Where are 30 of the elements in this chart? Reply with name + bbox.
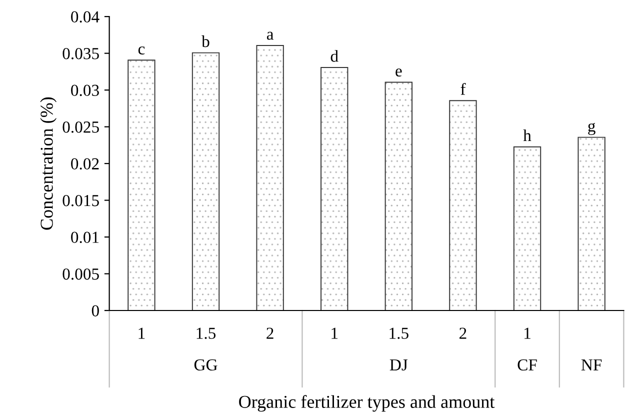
y-tick-label: 0.03 (71, 84, 99, 96)
data-label: a (266, 32, 274, 40)
data-label: g (588, 122, 596, 136)
x-tick-label: 1.5 (390, 328, 408, 339)
y-tick-label: 0.025 (62, 121, 99, 133)
y-tick-label: 0.005 (62, 268, 99, 280)
x-tick-label: 2 (266, 328, 274, 339)
x-tick-label: 1 (524, 328, 530, 339)
text: DJ (390, 359, 408, 371)
y-tick-label: 0.02 (71, 158, 99, 170)
x-tick-label: 1 (138, 328, 145, 339)
x-axis-title: Organic fertilizer types and amount (239, 395, 495, 412)
data-label: b (202, 35, 210, 48)
data-label: c (138, 46, 145, 54)
text: GG (194, 359, 218, 371)
y-tick-label: 0.04 (71, 11, 100, 23)
x-tick-label: 1.5 (196, 328, 216, 339)
y-axis-title: Concentration (%) (40, 97, 57, 230)
y-tick-label: 0 (92, 305, 99, 316)
x-tick-label: 1 (332, 328, 338, 339)
data-label: e (396, 68, 402, 77)
y-tick-label: 0.035 (62, 48, 99, 60)
y-tick-label: 0.015 (62, 194, 99, 206)
data-label: d (330, 50, 338, 62)
x-tick-label: 2 (460, 328, 466, 339)
data-label: f (460, 83, 466, 95)
y-tick-label: 0.01 (71, 232, 99, 244)
text: NF (581, 359, 602, 370)
text: CF (518, 359, 537, 371)
data-label: h (523, 129, 532, 142)
